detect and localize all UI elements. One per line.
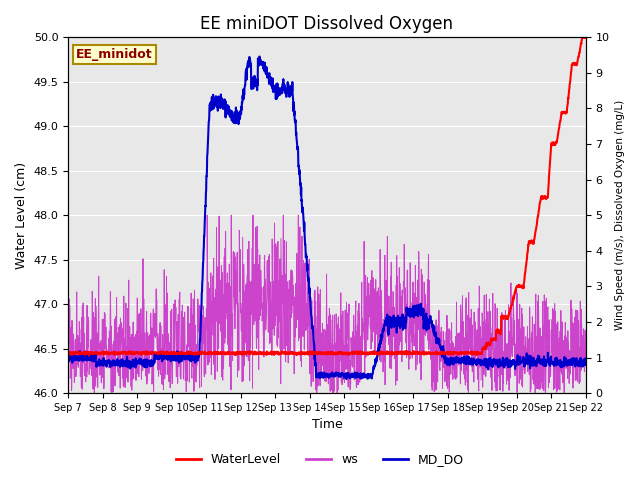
- Legend: WaterLevel, ws, MD_DO: WaterLevel, ws, MD_DO: [171, 448, 469, 471]
- Y-axis label: Water Level (cm): Water Level (cm): [15, 162, 28, 269]
- Y-axis label: Wind Speed (m/s), Dissolved Oxygen (mg/L): Wind Speed (m/s), Dissolved Oxygen (mg/L…: [615, 100, 625, 330]
- Text: EE_minidot: EE_minidot: [76, 48, 152, 61]
- X-axis label: Time: Time: [312, 419, 342, 432]
- Title: EE miniDOT Dissolved Oxygen: EE miniDOT Dissolved Oxygen: [200, 15, 453, 33]
